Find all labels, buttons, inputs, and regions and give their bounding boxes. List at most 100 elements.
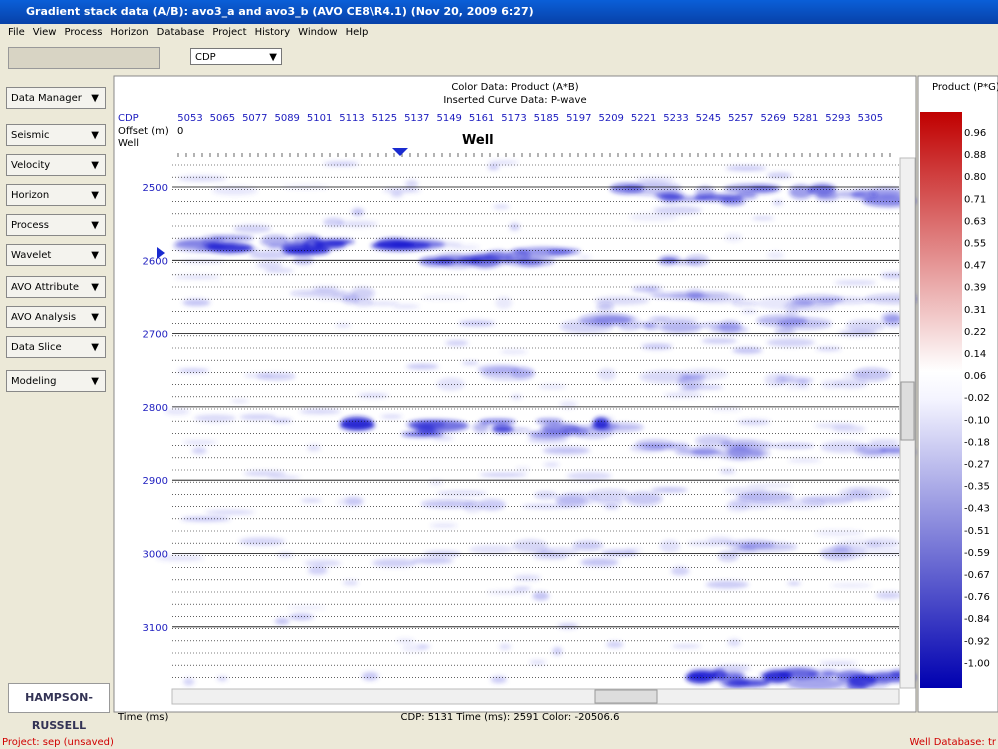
seismic-event — [729, 498, 777, 509]
seismic-event — [610, 183, 644, 194]
seismic-event — [775, 328, 795, 334]
seismic-event — [839, 487, 892, 501]
seismic-event — [547, 249, 580, 255]
seismic-event — [580, 558, 618, 566]
seismic-event — [165, 409, 190, 415]
colorbar-label: 0.39 — [964, 283, 986, 294]
seismic-event — [194, 414, 236, 421]
seismic-event — [528, 436, 568, 443]
seismic-event — [362, 672, 378, 681]
seismic-event — [271, 418, 292, 422]
seismic-event — [718, 551, 738, 561]
seismic-event — [352, 208, 364, 216]
seismic-event — [452, 245, 479, 249]
seismic-event — [308, 566, 327, 574]
seismic-event — [337, 498, 362, 507]
seismic-event — [645, 293, 673, 297]
seismic-event — [533, 554, 568, 560]
cdp-label: 5197 — [566, 113, 591, 124]
seismic-event — [630, 443, 665, 452]
seismic-event — [558, 623, 578, 629]
seismic-event — [177, 176, 226, 182]
seismic-event — [312, 287, 339, 292]
seismic-event — [205, 510, 255, 515]
seismic-event — [834, 379, 868, 388]
seismic-event — [740, 188, 779, 192]
seismic-event — [626, 492, 663, 505]
seismic-event — [785, 308, 799, 316]
seismic-event — [249, 251, 291, 260]
seismic-event — [833, 191, 868, 198]
seismic-event — [737, 419, 770, 425]
seismic-event — [174, 276, 220, 279]
colorbar-label: 0.31 — [964, 305, 986, 316]
cdp-label: 5053 — [177, 113, 202, 124]
cdp-label: 5161 — [469, 113, 494, 124]
seismic-event — [488, 160, 518, 165]
colorbar-label: 0.63 — [964, 216, 986, 227]
colorbar-label: 0.71 — [964, 194, 986, 205]
seismic-event — [488, 165, 499, 171]
seismic-event — [500, 350, 527, 354]
seismic-event — [606, 641, 623, 648]
time-label: 2600 — [143, 256, 168, 267]
h-scrollbar[interactable] — [172, 689, 899, 704]
time-label: 2700 — [143, 330, 168, 341]
seismic-event — [289, 613, 314, 620]
cdp-label: 5209 — [598, 113, 623, 124]
seismic-event — [493, 205, 510, 209]
seismic-event — [724, 487, 767, 495]
seismic-event — [728, 446, 751, 458]
seismic-event — [660, 321, 701, 333]
seismic-event — [430, 523, 457, 528]
seismic-event — [383, 188, 421, 192]
seismic-event — [789, 301, 814, 307]
seismic-event — [430, 480, 443, 485]
seismic-event — [706, 581, 749, 589]
seismic-event — [865, 538, 899, 547]
seismic-event — [599, 417, 614, 423]
seismic-event — [267, 476, 300, 479]
cdp-label: 5173 — [501, 113, 526, 124]
seismic-event — [752, 217, 774, 220]
colorbar-label: -0.51 — [964, 526, 990, 537]
seismic-event — [544, 462, 559, 467]
seismic-event — [814, 423, 855, 428]
offset-value: 0 — [177, 126, 183, 137]
seismic-event — [288, 606, 326, 610]
seismic-event — [343, 580, 358, 585]
seismic-event — [513, 587, 531, 590]
seismic-event — [240, 414, 277, 420]
cdp-label: 5137 — [404, 113, 429, 124]
cdp-label: 5101 — [307, 113, 332, 124]
cdp-label: 5233 — [663, 113, 688, 124]
seismic-event — [732, 301, 758, 306]
seismic-event — [675, 449, 721, 455]
seismic-event — [716, 665, 751, 671]
colorbar-label: 0.47 — [964, 261, 986, 272]
seismic-event — [212, 186, 257, 195]
colorbar-label: -0.02 — [964, 393, 990, 404]
v-scroll-thumb[interactable] — [901, 382, 914, 440]
seismic-event — [487, 591, 528, 594]
seismic-event — [816, 347, 841, 350]
seismic-event — [629, 213, 678, 221]
colorbar-label: 0.22 — [964, 327, 986, 338]
seismic-event — [642, 343, 673, 349]
seismic-event — [243, 373, 273, 378]
plot-area: Product (P*G) Color Data: Product (A*B) … — [0, 0, 998, 749]
seismic-event — [257, 262, 283, 269]
seismic-event — [493, 428, 531, 433]
seismic-event — [808, 184, 836, 196]
h-scroll-thumb[interactable] — [595, 690, 657, 703]
seismic-event — [418, 645, 431, 648]
seismic-event — [601, 550, 637, 556]
colorbar-label: -0.27 — [964, 460, 990, 471]
seismic-event — [437, 491, 488, 495]
seismic-event — [653, 206, 701, 214]
seismic-event — [727, 639, 740, 647]
colorbar-label: -0.35 — [964, 482, 990, 493]
seismic-event — [278, 236, 301, 240]
colorbar-label: 0.96 — [964, 128, 986, 139]
cdp-label: 5077 — [242, 113, 267, 124]
